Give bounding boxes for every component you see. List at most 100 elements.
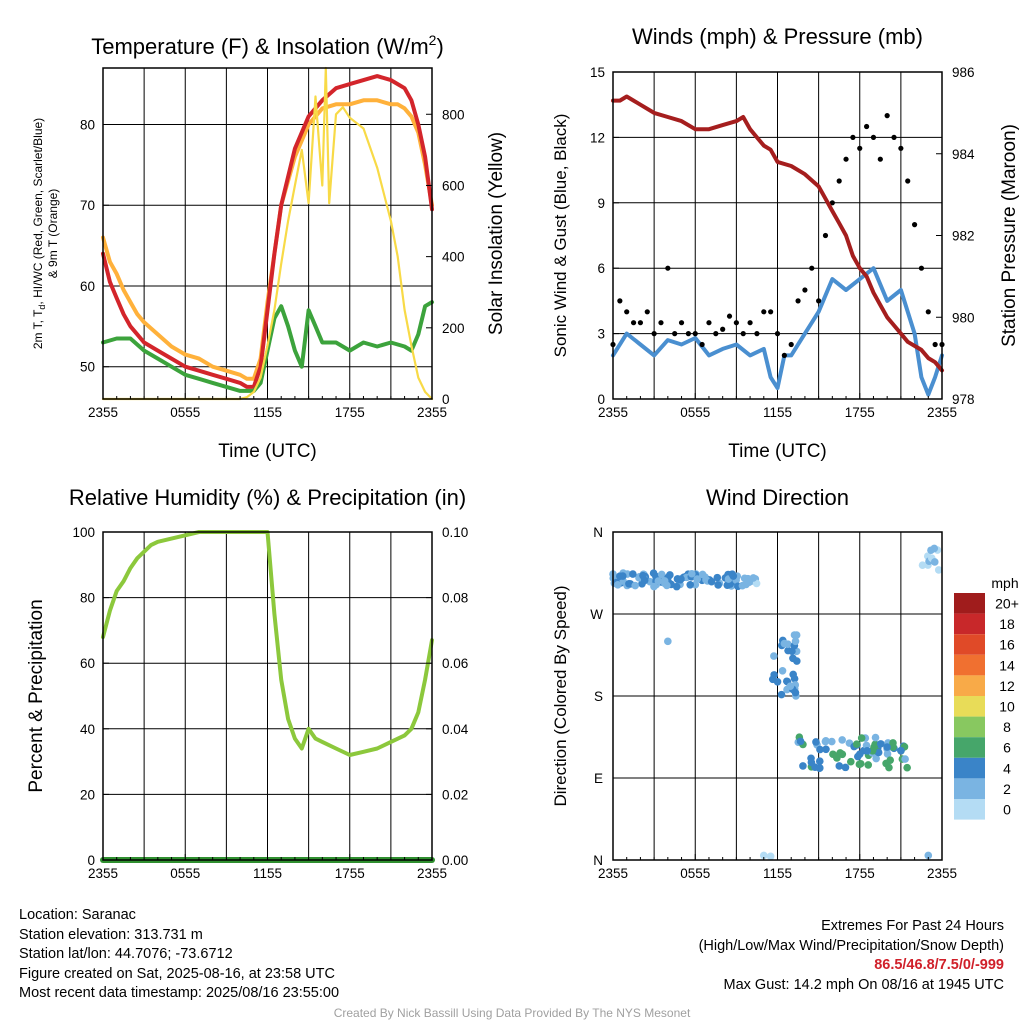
legend-swatch — [954, 757, 985, 779]
direction-point — [791, 637, 800, 646]
direction-point — [790, 631, 799, 639]
grid — [103, 68, 432, 399]
gust-point — [747, 320, 753, 326]
direction-point — [631, 581, 640, 590]
y-tick-label-right: 0 — [442, 392, 450, 407]
legend-swatch — [954, 716, 985, 738]
legend-label: 6 — [1003, 740, 1011, 756]
direction-point — [872, 754, 880, 763]
series-line-2 — [101, 74, 434, 389]
legend-swatch — [954, 593, 985, 614]
x-tick-label: 1755 — [845, 405, 875, 420]
extremes-info: Extremes For Past 24 Hours (High/Low/Max… — [699, 917, 1004, 995]
direction-point — [883, 743, 891, 751]
gust-point — [726, 313, 733, 319]
gust-point — [624, 309, 630, 315]
gust-point — [617, 298, 623, 304]
gust-point — [692, 331, 698, 337]
direction-point — [693, 575, 701, 583]
direction-point — [639, 571, 647, 580]
direction-point — [815, 757, 824, 765]
direction-point — [847, 757, 855, 766]
y-tick-label: 50 — [80, 360, 95, 375]
credit-text: Created By Nick Bassill Using Data Provi… — [333, 1006, 691, 1020]
y-axis-label: Direction (Colored By Speed) — [551, 585, 570, 806]
speed-legend: mph 20+ 18 16 14 12 10 8 6 4 2 0 — [954, 575, 1019, 820]
gust-point — [857, 145, 863, 151]
direction-point — [664, 637, 672, 646]
y-tick-label: 9 — [597, 196, 605, 211]
y-axis-label: 2m T, Td, HI/WC (Red, Green, Scarlet/Blu… — [31, 118, 47, 349]
y-tick-label: 0 — [597, 392, 605, 407]
direction-point — [766, 852, 775, 861]
gust-point — [932, 341, 938, 348]
x-tick-label: 2355 — [598, 866, 628, 881]
y-tick-label-right: 0.00 — [442, 853, 468, 868]
gust-point — [733, 320, 739, 326]
station-info: Location: Saranac Station elevation: 313… — [19, 906, 339, 1004]
y-tick-label-right: 986 — [952, 65, 975, 80]
gust-point — [795, 298, 801, 304]
direction-point — [835, 762, 844, 770]
legend-label: 4 — [1003, 760, 1011, 776]
y-tick-label-right: 980 — [952, 310, 975, 325]
x-tick-label: 0555 — [680, 405, 710, 420]
direction-point — [886, 756, 895, 764]
y-tick-label-right: 0.02 — [442, 787, 468, 802]
gust-point — [665, 265, 671, 271]
legend-label: 16 — [999, 637, 1015, 653]
direction-point — [768, 675, 777, 684]
x-tick-label: 2355 — [927, 866, 957, 881]
legend-label: 0 — [1003, 802, 1011, 818]
y-axis-label: Sonic Wind & Gust (Blue, Black) — [551, 114, 570, 358]
chart-title: Temperature (F) & Insolation (W/m2) — [91, 32, 444, 59]
direction-point — [629, 570, 637, 578]
x-tick-label: 0555 — [680, 866, 710, 881]
x-tick-label: 2355 — [598, 405, 628, 420]
legend-swatch — [954, 654, 985, 676]
direction-point — [841, 763, 850, 772]
gust-point — [864, 123, 870, 130]
direction-point — [889, 743, 897, 751]
direction-point — [930, 558, 939, 566]
x-tick-label: 0555 — [170, 866, 200, 881]
x-tick-label: 1155 — [253, 405, 282, 420]
direction-point — [740, 574, 749, 583]
x-ticks — [102, 854, 433, 860]
legend-label: 20+ — [995, 596, 1019, 612]
series-line-3 — [611, 94, 944, 373]
gust-point — [754, 331, 760, 337]
gust-point — [802, 287, 808, 293]
direction-point — [707, 577, 716, 586]
x-tick-label: 1155 — [763, 866, 792, 881]
recent-data-text: Most recent data timestamp: 2025/08/16 2… — [19, 985, 340, 1001]
direction-point — [649, 569, 658, 577]
y-tick-label-right: 0.10 — [442, 525, 468, 540]
direction-point — [789, 670, 797, 679]
direction-point — [863, 746, 871, 755]
legend-swatch — [954, 737, 985, 758]
gust-point — [843, 156, 849, 162]
grid — [103, 532, 432, 860]
direction-point — [759, 851, 768, 860]
legend-swatch — [954, 778, 985, 799]
legend-label: 10 — [999, 699, 1015, 715]
direction-point — [876, 740, 885, 748]
legend-label: 12 — [999, 678, 1015, 694]
y-tick-label: 60 — [80, 656, 95, 671]
gust-point — [644, 309, 650, 315]
direction-point — [796, 737, 805, 746]
gust-point — [918, 265, 925, 271]
y-tick-label: 60 — [80, 279, 95, 294]
gust-point — [822, 232, 829, 239]
max-gust-text: Max Gust: 14.2 mph On 08/16 at 1945 UTC — [723, 976, 1004, 993]
direction-point — [822, 745, 830, 754]
gust-point — [891, 134, 897, 140]
gust-point — [651, 331, 657, 337]
grid — [613, 72, 942, 399]
gust-series — [610, 113, 945, 358]
direction-point — [838, 750, 847, 759]
legend-swatch — [954, 675, 985, 696]
x-tick-label: 2355 — [88, 405, 118, 420]
direction-point — [868, 747, 877, 755]
